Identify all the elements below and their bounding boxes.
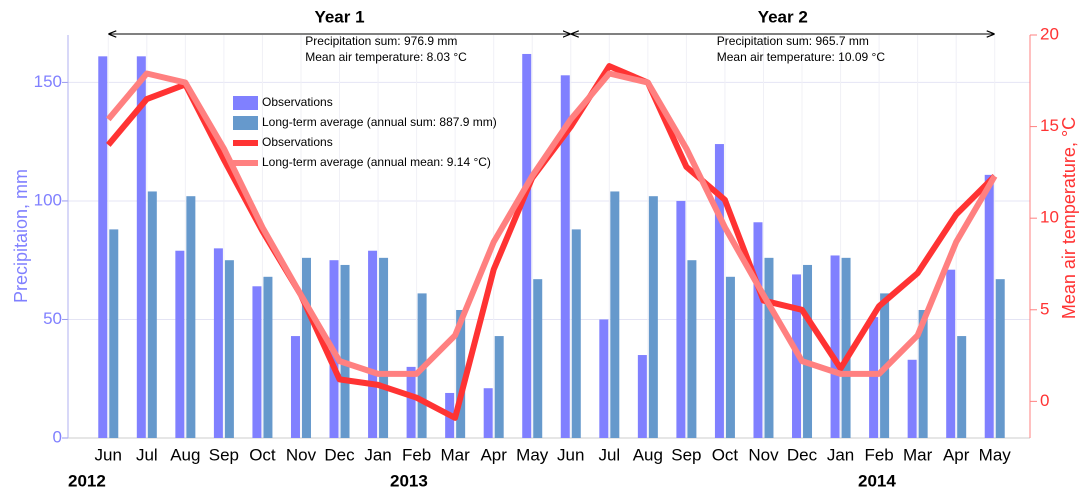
x-tick-label: May bbox=[979, 445, 1012, 464]
y-tick-label: 100 bbox=[34, 190, 62, 209]
bar bbox=[753, 222, 763, 438]
bar bbox=[533, 279, 543, 438]
bar bbox=[957, 336, 967, 438]
bar bbox=[599, 319, 609, 438]
x-tick-label: Feb bbox=[864, 445, 893, 464]
bar bbox=[637, 355, 647, 438]
bar bbox=[136, 56, 146, 438]
line bbox=[106, 70, 998, 377]
x-tick-label: Sep bbox=[671, 445, 701, 464]
bar bbox=[560, 75, 570, 439]
bar bbox=[830, 255, 840, 438]
bar bbox=[301, 257, 311, 438]
x-tick-label: Mar bbox=[441, 445, 471, 464]
legend-label: Long-term average (annual sum: 887.9 mm) bbox=[262, 115, 497, 129]
bar bbox=[483, 388, 493, 438]
bar bbox=[803, 264, 813, 438]
bar bbox=[984, 174, 994, 439]
bar bbox=[687, 260, 697, 438]
bar bbox=[946, 269, 956, 438]
x-tick-label: Dec bbox=[324, 445, 355, 464]
x-tick-label: May bbox=[516, 445, 549, 464]
y2-axis-title: Mean air temperature, °C bbox=[1059, 117, 1079, 319]
bar bbox=[764, 257, 774, 438]
bar bbox=[340, 264, 350, 438]
bar bbox=[186, 196, 196, 438]
period-label: Year 2 bbox=[758, 7, 808, 26]
bar bbox=[213, 248, 223, 438]
y-tick-label: 150 bbox=[34, 72, 62, 91]
bar bbox=[841, 257, 851, 438]
bar bbox=[175, 250, 185, 438]
bar bbox=[263, 276, 273, 438]
y2-tick-label: 0 bbox=[1040, 391, 1049, 410]
x-tick-label: Oct bbox=[712, 445, 739, 464]
year-label: 2013 bbox=[390, 471, 428, 490]
y-tick-label: 50 bbox=[43, 309, 62, 328]
bar bbox=[995, 279, 1005, 438]
bar bbox=[368, 250, 378, 438]
legend-label: Observations bbox=[262, 95, 333, 109]
x-tick-label: Jun bbox=[95, 445, 122, 464]
x-tick-label: Dec bbox=[787, 445, 818, 464]
y2-tick-label: 10 bbox=[1040, 208, 1059, 227]
bar bbox=[725, 276, 735, 438]
bar bbox=[406, 366, 416, 438]
year-label: 2012 bbox=[68, 471, 106, 490]
x-tick-label: Apr bbox=[480, 445, 507, 464]
bar bbox=[918, 309, 928, 438]
bar bbox=[714, 144, 724, 438]
period-note: Mean air temperature: 10.09 °C bbox=[717, 50, 886, 64]
bar bbox=[494, 336, 504, 438]
bar bbox=[571, 229, 581, 438]
x-tick-label: Aug bbox=[170, 445, 200, 464]
legend-swatch bbox=[233, 116, 258, 130]
x-tick-label: Apr bbox=[943, 445, 970, 464]
period-note: Precipitation sum: 976.9 mm bbox=[305, 34, 457, 48]
bar bbox=[379, 257, 389, 438]
x-tick-label: Nov bbox=[748, 445, 779, 464]
bar bbox=[147, 191, 157, 438]
bar bbox=[907, 359, 917, 438]
x-tick-label: Jul bbox=[136, 445, 158, 464]
x-tick-label: Jan bbox=[364, 445, 391, 464]
x-tick-label: Aug bbox=[633, 445, 663, 464]
bar bbox=[109, 229, 119, 438]
x-tick-label: Feb bbox=[402, 445, 431, 464]
legend-swatch bbox=[233, 96, 258, 110]
bar bbox=[456, 309, 466, 438]
bar bbox=[98, 56, 108, 438]
legend-label: Observations bbox=[262, 135, 333, 149]
bar bbox=[610, 191, 620, 438]
bar bbox=[252, 286, 262, 438]
bar bbox=[869, 317, 879, 438]
year-label: 2014 bbox=[858, 471, 896, 490]
bar bbox=[648, 196, 658, 438]
period-note: Mean air temperature: 8.03 °C bbox=[305, 50, 467, 64]
y-tick-label: 0 bbox=[53, 427, 62, 446]
y2-tick-label: 15 bbox=[1040, 116, 1059, 135]
bar bbox=[224, 260, 234, 438]
y-axis-title: Precipitaion, mm bbox=[11, 169, 31, 303]
period-note: Precipitation sum: 965.7 mm bbox=[717, 34, 869, 48]
x-tick-label: Nov bbox=[286, 445, 317, 464]
x-tick-label: Jul bbox=[598, 445, 620, 464]
x-tick-label: Jan bbox=[827, 445, 854, 464]
x-tick-label: Sep bbox=[209, 445, 239, 464]
y2-tick-label: 20 bbox=[1040, 24, 1059, 43]
bar bbox=[676, 200, 686, 438]
legend-label: Long-term average (annual mean: 9.14 °C) bbox=[262, 155, 491, 169]
bar bbox=[522, 53, 532, 438]
x-tick-label: Jun bbox=[557, 445, 584, 464]
bar bbox=[290, 336, 300, 438]
period-label: Year 1 bbox=[314, 7, 364, 26]
x-tick-label: Mar bbox=[903, 445, 933, 464]
x-tick-label: Oct bbox=[249, 445, 276, 464]
y2-tick-label: 5 bbox=[1040, 299, 1049, 318]
